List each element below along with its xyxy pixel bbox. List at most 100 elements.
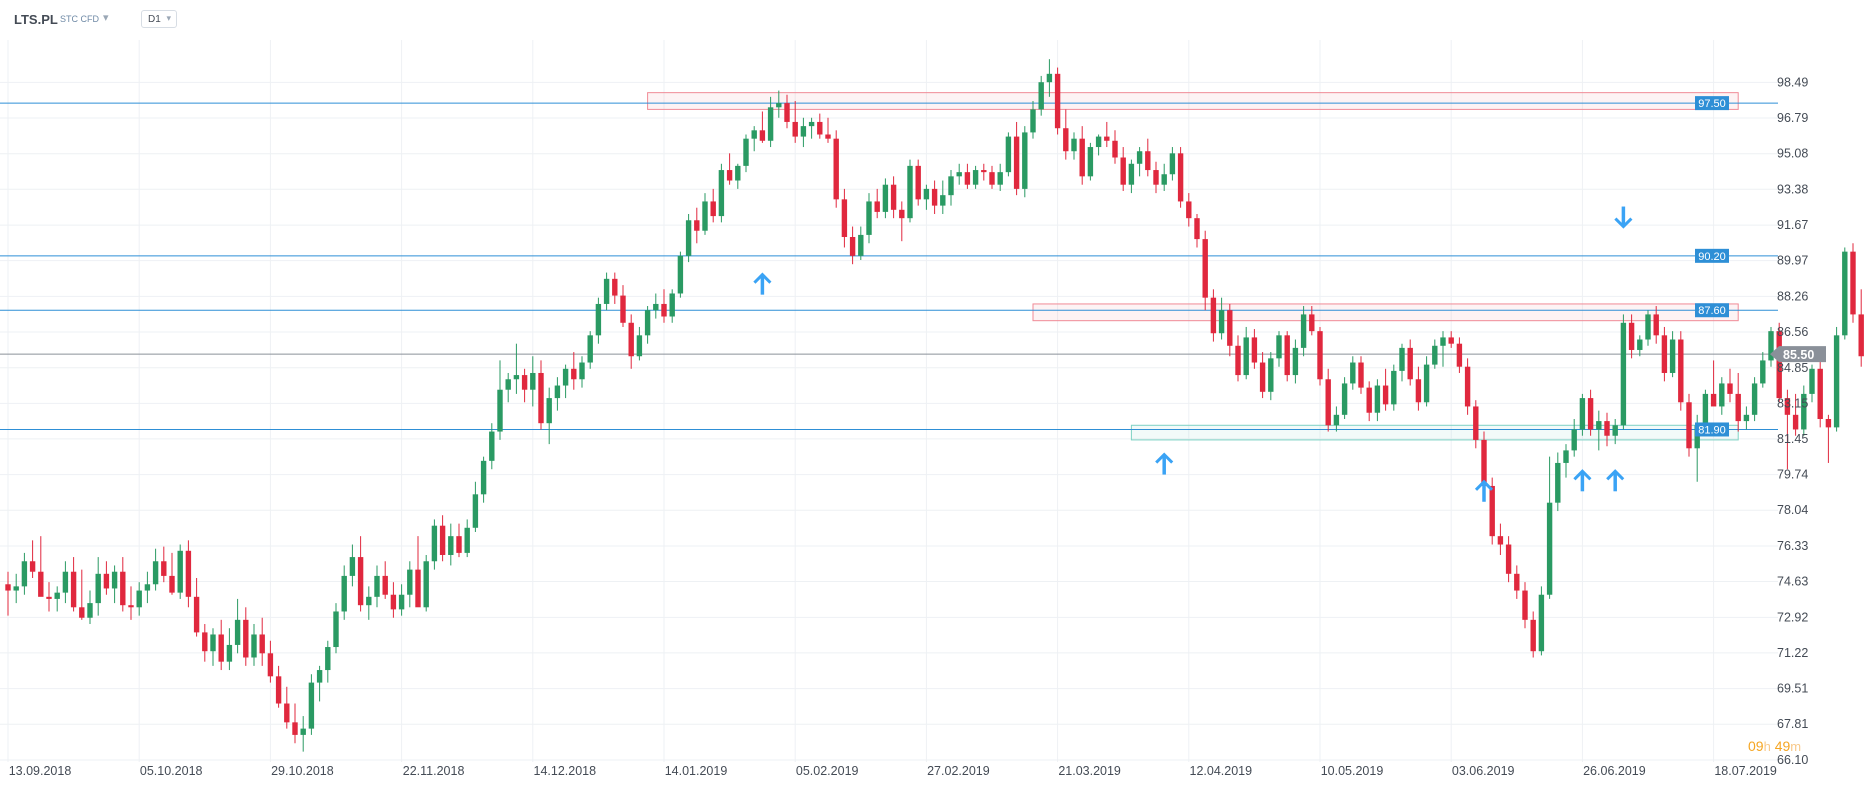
arrow-up-icon [753, 272, 772, 295]
candle-bullish [480, 456, 487, 503]
candle-body [1473, 406, 1479, 440]
arrow-head [1614, 217, 1633, 229]
candle-body [858, 234, 864, 256]
candles [5, 59, 1864, 752]
chevron-down-icon[interactable]: ▾ [103, 12, 109, 24]
candle-bullish [316, 665, 323, 702]
candle-bearish [1497, 523, 1504, 555]
candle-body [653, 303, 659, 311]
candle-body [382, 575, 388, 595]
candle-bearish [1317, 326, 1323, 386]
candle-body [1177, 153, 1184, 202]
candle-bearish [1194, 213, 1200, 248]
candle-body [169, 575, 175, 593]
candle-bearish [1587, 389, 1594, 436]
candle-body [899, 209, 905, 219]
candle-bullish [349, 544, 356, 587]
candle-bullish [1571, 419, 1577, 457]
x-tick-label: 05.02.2019 [796, 764, 859, 778]
candle-bullish [940, 180, 946, 214]
candle-bullish [1432, 339, 1438, 369]
candle-bullish [677, 251, 684, 298]
candle-body [997, 172, 1003, 185]
candle-bearish [1653, 306, 1659, 344]
candle-bullish [300, 716, 306, 752]
y-tick-label: 88.26 [1777, 289, 1808, 303]
candle-body [333, 611, 339, 648]
y-tick-label: 71.22 [1777, 646, 1808, 660]
candle-body [243, 619, 249, 658]
candle-body [366, 596, 372, 606]
candle-body [1399, 347, 1405, 371]
candle-bearish [571, 352, 577, 390]
candle-body [1382, 385, 1389, 405]
candle-bearish [79, 569, 85, 620]
candle-bearish [628, 314, 634, 369]
candle-bearish [1112, 130, 1118, 164]
candle-body [325, 647, 331, 671]
y-tick-label: 91.67 [1777, 218, 1808, 232]
candle-body [726, 170, 733, 181]
candle-body [710, 201, 716, 217]
last-price-tag [1770, 346, 1826, 363]
candle-bullish [87, 590, 93, 625]
candle-bearish [981, 163, 987, 181]
candle-body [226, 644, 233, 662]
candle-body [956, 172, 962, 177]
candle-bearish [874, 188, 880, 219]
y-tick-label: 95.08 [1777, 147, 1808, 161]
candle-bullish [1128, 159, 1135, 194]
y-tick-label: 67.81 [1777, 717, 1808, 731]
instrument-type-label[interactable]: STC CFD [60, 14, 99, 24]
candle-body [907, 165, 913, 219]
y-tick-label: 79.74 [1777, 468, 1808, 482]
candle-bullish [431, 519, 438, 570]
level-tag [1695, 422, 1729, 437]
candle-body [948, 176, 954, 196]
candle-body [784, 103, 790, 122]
candle-body [521, 375, 528, 390]
candle-bearish [1309, 306, 1315, 336]
candle-bearish [612, 272, 618, 304]
candle-body [538, 372, 544, 424]
timeframe-select[interactable]: D1 ▾ [141, 10, 177, 28]
candle-bullish [653, 293, 659, 319]
candle-body [1440, 337, 1446, 346]
candle-bearish [1448, 331, 1454, 348]
candle-body [1530, 619, 1536, 652]
candle-body [1612, 425, 1618, 436]
candle-bullish [1768, 326, 1774, 367]
candle-bullish [751, 126, 757, 152]
candle-bearish [390, 582, 397, 618]
candle-bearish [1505, 536, 1512, 583]
candle-body [1210, 297, 1217, 334]
candle-bullish [1579, 393, 1586, 436]
candle-body [1259, 362, 1266, 392]
candle-body [1276, 335, 1282, 359]
arrow-up-icon [1573, 469, 1592, 492]
candle-body [817, 121, 823, 135]
candle-bearish [1858, 289, 1864, 367]
candle-body [251, 634, 257, 658]
candle-body [316, 670, 323, 683]
candle-bearish [1202, 230, 1208, 311]
level-tag-label: 81.90 [1698, 424, 1726, 436]
candle-body [1218, 310, 1225, 334]
candle-body [1030, 109, 1036, 133]
candle-body [1423, 364, 1430, 403]
candle-body [1538, 594, 1545, 652]
candle-bearish [1850, 243, 1856, 323]
candle-bearish [1784, 389, 1791, 470]
candle-body [882, 184, 889, 212]
candle-bullish [1645, 310, 1651, 346]
candle-bearish [1530, 611, 1536, 658]
candle-bearish [1259, 352, 1266, 399]
candle-body [1489, 485, 1495, 537]
candle-bearish [1473, 400, 1479, 449]
candle-bullish [1760, 352, 1766, 388]
candle-body [1571, 429, 1577, 451]
candle-body [1391, 370, 1397, 405]
candle-bearish [1727, 368, 1733, 403]
candle-bullish [554, 377, 561, 411]
